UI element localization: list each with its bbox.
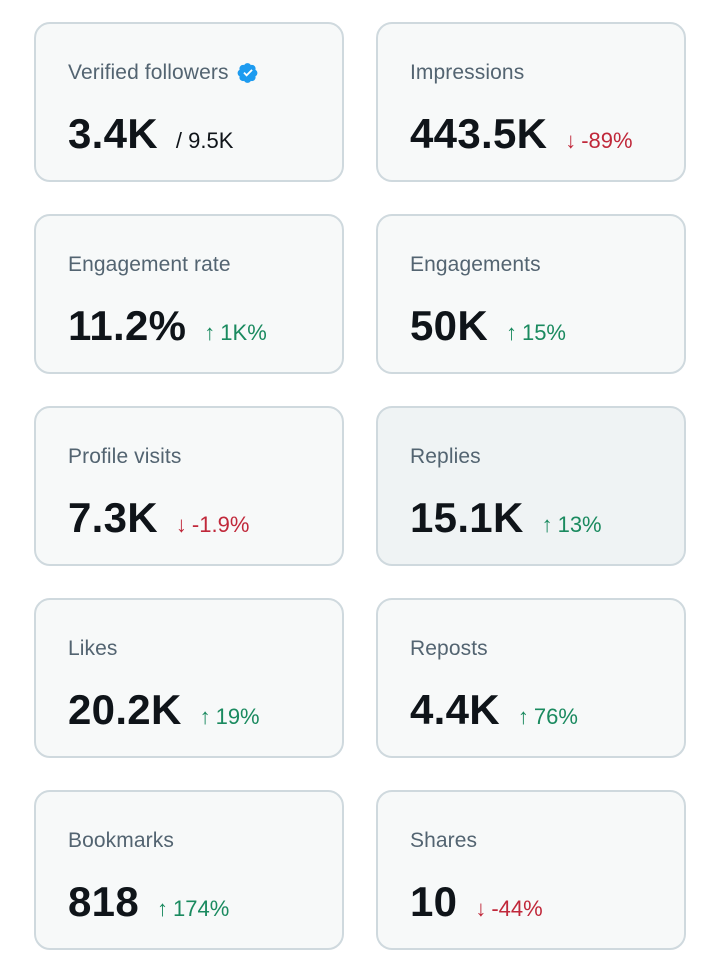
metric-value: 7.3K — [68, 494, 158, 541]
metric-label: Verified followers — [68, 61, 229, 84]
metric-label: Impressions — [410, 61, 525, 84]
metric-label: Bookmarks — [68, 829, 174, 852]
metric-delta-text: 1K% — [220, 320, 267, 345]
metric-delta: ↓ -1.9% — [176, 512, 249, 538]
arrow-down-icon: ↓ — [175, 512, 187, 537]
metric-label-row: Profile visits — [68, 442, 342, 472]
metric-card-reposts[interactable]: Reposts 4.4K ↑ 76% — [376, 598, 686, 758]
metric-delta-text: 174% — [172, 896, 230, 921]
metric-label-row: Bookmarks — [68, 826, 342, 856]
metric-delta-text: -89% — [581, 128, 633, 153]
verified-badge-icon — [237, 62, 259, 84]
arrow-up-icon: ↑ — [517, 704, 529, 729]
arrow-up-icon: ↑ — [204, 320, 216, 345]
metric-card-verified-followers[interactable]: Verified followers 3.4K / 9.5K — [34, 22, 344, 182]
metric-card-engagements[interactable]: Engagements 50K ↑ 15% — [376, 214, 686, 374]
metric-value-row: 10 ↓ -44% — [410, 878, 684, 926]
arrow-up-icon: ↑ — [541, 512, 553, 537]
metric-value-row: 15.1K ↑ 13% — [410, 494, 684, 542]
metric-delta: ↑ 174% — [157, 896, 229, 922]
metric-label: Replies — [410, 445, 481, 468]
metric-label: Shares — [410, 829, 478, 852]
metric-card-profile-visits[interactable]: Profile visits 7.3K ↓ -1.9% — [34, 406, 344, 566]
metric-delta-text: 19% — [215, 704, 260, 729]
metric-delta: ↑ 19% — [200, 704, 260, 730]
metric-card-impressions[interactable]: Impressions 443.5K ↓ -89% — [376, 22, 686, 182]
metric-label: Reposts — [410, 637, 488, 660]
arrow-down-icon: ↓ — [475, 896, 487, 921]
metric-label-row: Likes — [68, 634, 342, 664]
metric-value: 4.4K — [410, 686, 500, 733]
metric-delta-text: -44% — [491, 896, 543, 921]
metric-card-bookmarks[interactable]: Bookmarks 818 ↑ 174% — [34, 790, 344, 950]
metric-value-row: 7.3K ↓ -1.9% — [68, 494, 342, 542]
arrow-down-icon: ↓ — [565, 128, 577, 153]
metric-value: 443.5K — [410, 110, 548, 157]
metric-value: 20.2K — [68, 686, 182, 733]
metric-value-row: 11.2% ↑ 1K% — [68, 302, 342, 350]
metric-delta-text: -1.9% — [191, 512, 250, 537]
metric-card-likes[interactable]: Likes 20.2K ↑ 19% — [34, 598, 344, 758]
metric-label: Likes — [68, 637, 118, 660]
metric-value-row: 20.2K ↑ 19% — [68, 686, 342, 734]
metric-label-row: Impressions — [410, 58, 684, 88]
metric-delta: ↓ -89% — [565, 128, 632, 154]
metric-delta: ↑ 1K% — [204, 320, 266, 346]
metric-card-shares[interactable]: Shares 10 ↓ -44% — [376, 790, 686, 950]
metric-value-row: 3.4K / 9.5K — [68, 110, 342, 158]
metric-value: 15.1K — [410, 494, 524, 541]
metric-value: 818 — [68, 878, 139, 925]
metric-value: 3.4K — [68, 110, 158, 157]
arrow-up-icon: ↑ — [199, 704, 211, 729]
metric-delta: ↑ 13% — [542, 512, 602, 538]
metric-delta: ↑ 76% — [518, 704, 578, 730]
metric-value: 50K — [410, 302, 488, 349]
metric-value: 10 — [410, 878, 458, 925]
metric-value: 11.2% — [68, 302, 187, 349]
metric-label-row: Shares — [410, 826, 684, 856]
arrow-up-icon: ↑ — [505, 320, 517, 345]
arrow-up-icon: ↑ — [156, 896, 168, 921]
metric-label: Engagements — [410, 253, 541, 276]
metric-delta-text: 76% — [533, 704, 578, 729]
metric-value-row: 818 ↑ 174% — [68, 878, 342, 926]
metric-value-row: 50K ↑ 15% — [410, 302, 684, 350]
metric-label-row: Engagements — [410, 250, 684, 280]
metric-total: / 9.5K — [175, 128, 234, 153]
metric-label: Profile visits — [68, 445, 182, 468]
metric-label: Engagement rate — [68, 253, 231, 276]
metric-label-row: Engagement rate — [68, 250, 342, 280]
metric-value-row: 4.4K ↑ 76% — [410, 686, 684, 734]
metric-delta: ↑ 15% — [506, 320, 566, 346]
metric-label-row: Reposts — [410, 634, 684, 664]
metric-card-replies[interactable]: Replies 15.1K ↑ 13% — [376, 406, 686, 566]
analytics-metrics-grid: Verified followers 3.4K / 9.5K Impressio… — [34, 22, 686, 950]
metric-delta-text: 13% — [557, 512, 602, 537]
metric-delta-text: 15% — [521, 320, 566, 345]
metric-value-row: 443.5K ↓ -89% — [410, 110, 684, 158]
metric-card-engagement-rate[interactable]: Engagement rate 11.2% ↑ 1K% — [34, 214, 344, 374]
metric-label-row: Replies — [410, 442, 684, 472]
metric-label-row: Verified followers — [68, 58, 342, 88]
metric-delta: ↓ -44% — [475, 896, 542, 922]
